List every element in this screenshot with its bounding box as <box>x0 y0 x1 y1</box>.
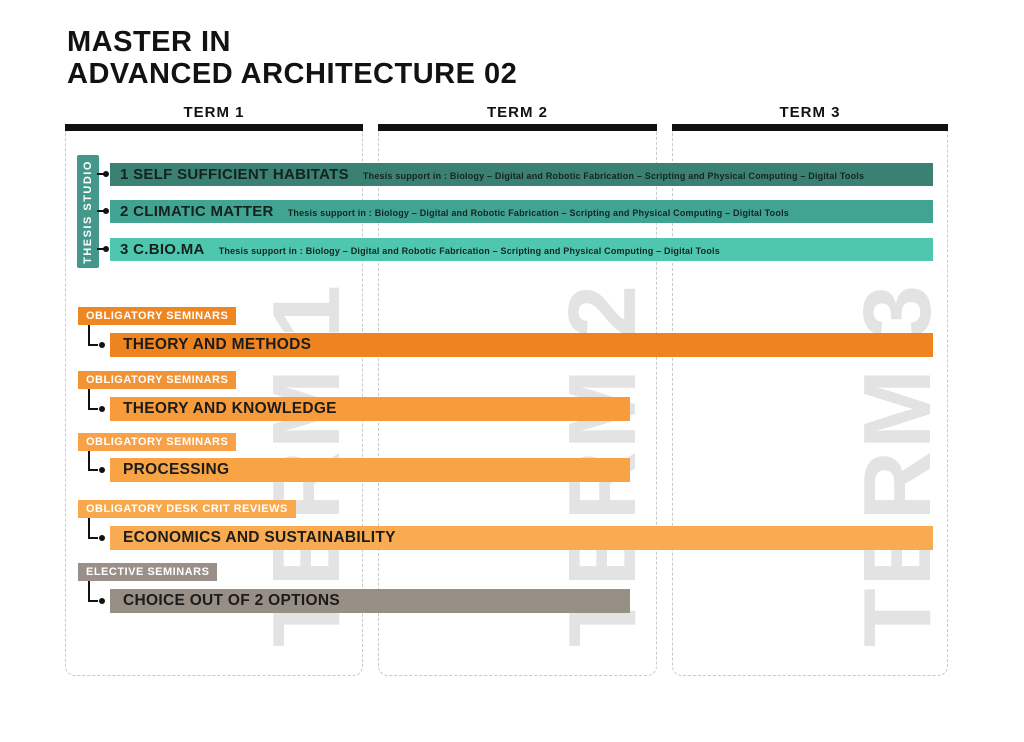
term-2-header: TERM 2 <box>486 104 548 121</box>
thesis-support-text: Thesis support in : Biology – Digital an… <box>218 245 720 256</box>
seminar-bar-economics-and-sustainability: ECONOMICS AND SUSTAINABILITY <box>110 526 933 550</box>
connector-dot <box>99 406 105 412</box>
thesis-bar-self-sufficient-habitats: 1 SELF SUFFICIENT HABITATS Thesis suppor… <box>110 163 933 186</box>
connector-line <box>88 518 90 539</box>
seminar-category-label: OBLIGATORY SEMINARS <box>78 433 237 451</box>
connector-line <box>88 581 90 602</box>
connector-line <box>88 389 90 410</box>
connector-dot <box>103 246 109 252</box>
connector-line <box>97 173 105 175</box>
connector-line <box>88 469 98 471</box>
thesis-support-text: Thesis support in : Biology – Digital an… <box>287 207 789 218</box>
connector-line <box>88 537 98 539</box>
term-2-header-bar <box>378 124 657 131</box>
seminar-category-label: OBLIGATORY DESK CRIT REVIEWS <box>78 500 296 518</box>
connector-line <box>97 248 105 250</box>
thesis-support-text: Thesis support in : Biology – Digital an… <box>362 170 865 181</box>
thesis-bar-cbioma: 3 C.BIO.MA Thesis support in : Biology –… <box>110 238 933 261</box>
seminar-category-label: ELECTIVE SEMINARS <box>78 563 218 581</box>
seminar-bar-theory-and-knowledge: THEORY AND KNOWLEDGE <box>110 397 630 421</box>
connector-dot <box>99 467 105 473</box>
page-title: MASTER IN ADVANCED ARCHITECTURE 02 <box>67 26 517 90</box>
connector-line <box>88 325 90 346</box>
page-title-line1: MASTER IN <box>67 26 231 58</box>
term-1-header: TERM 1 <box>183 104 245 121</box>
connector-line <box>97 210 105 212</box>
thesis-bar-title: 1 SELF SUFFICIENT HABITATS <box>120 166 349 183</box>
connector-dot <box>103 171 109 177</box>
connector-line <box>88 451 90 471</box>
connector-line <box>88 344 98 346</box>
seminar-bar-processing: PROCESSING <box>110 458 630 482</box>
connector-line <box>88 600 98 602</box>
term-3-header-bar <box>672 124 948 131</box>
thesis-bar-title: 3 C.BIO.MA <box>120 241 205 258</box>
thesis-studio-tag-label: THESIS STUDIO <box>82 159 94 264</box>
thesis-bar-title: 2 CLIMATIC MATTER <box>120 203 274 220</box>
seminar-bar-choice-out-of-2-options: CHOICE OUT OF 2 OPTIONS <box>110 589 630 613</box>
seminar-category-label: OBLIGATORY SEMINARS <box>78 307 237 325</box>
thesis-bar-climatic-matter: 2 CLIMATIC MATTER Thesis support in : Bi… <box>110 200 933 223</box>
term-3-header: TERM 3 <box>779 104 841 121</box>
connector-line <box>88 408 98 410</box>
connector-dot <box>99 342 105 348</box>
seminar-bar-theory-and-methods: THEORY AND METHODS <box>110 333 933 357</box>
thesis-studio-tag: THESIS STUDIO <box>77 155 99 268</box>
connector-dot <box>99 535 105 541</box>
page-title-line2: ADVANCED ARCHITECTURE 02 <box>67 58 518 90</box>
connector-dot <box>103 208 109 214</box>
term-1-header-bar <box>65 124 363 131</box>
connector-dot <box>99 598 105 604</box>
seminar-category-label: OBLIGATORY SEMINARS <box>78 371 237 389</box>
term-3-column <box>672 131 948 676</box>
